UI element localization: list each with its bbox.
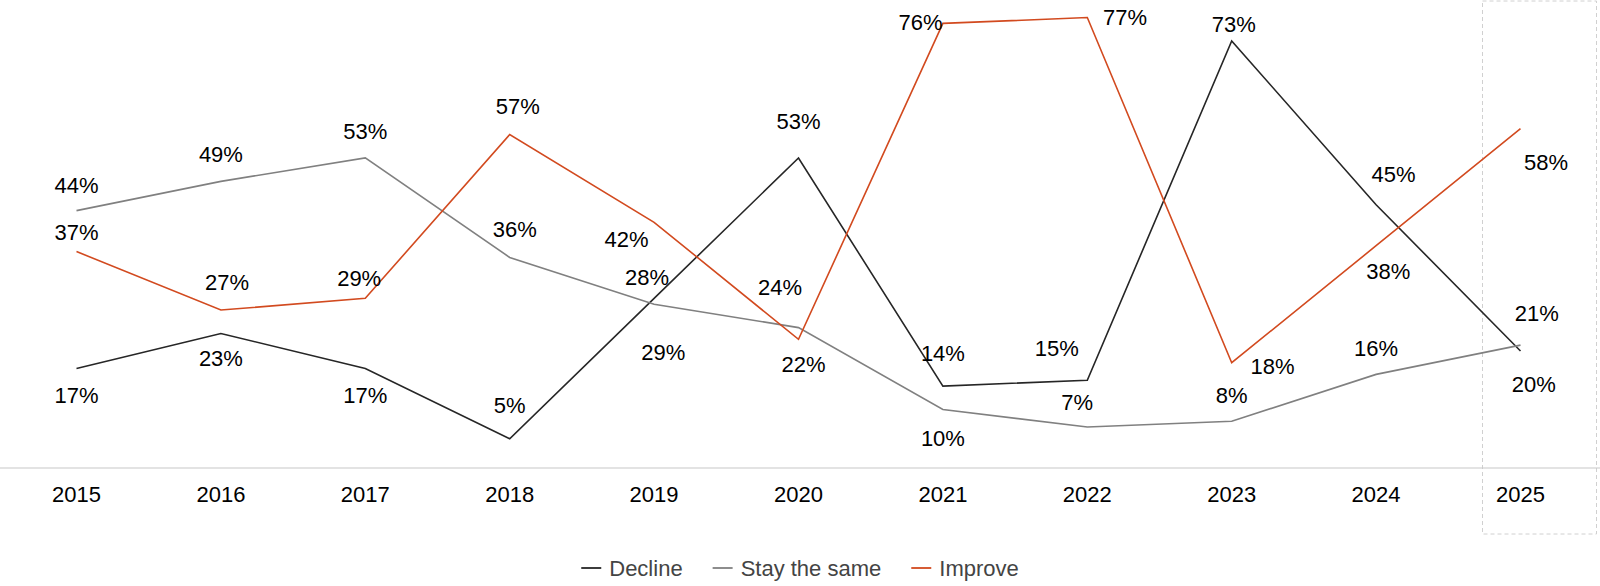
- x-tick-label: 2015: [52, 482, 101, 507]
- x-tick-label: 2024: [1352, 482, 1401, 507]
- legend-label: Decline: [609, 556, 682, 581]
- data-label: 29%: [641, 340, 685, 365]
- data-label: 29%: [337, 266, 381, 291]
- data-label: 21%: [1515, 301, 1559, 326]
- data-label: 44%: [54, 173, 98, 198]
- chart-svg: 2015 2016 2017 2018 2019 2020 2021 2022 2023 2024…: [0, 0, 1600, 586]
- data-label: 57%: [496, 94, 540, 119]
- x-tick-label: 2017: [341, 482, 390, 507]
- series-line: [77, 18, 1521, 363]
- x-tick-label: 2023: [1207, 482, 1256, 507]
- chart-container: 2015 2016 2017 2018 2019 2020 2021 2022 2023 2024…: [0, 0, 1600, 586]
- data-label: 8%: [1216, 383, 1248, 408]
- series-line: [77, 158, 1521, 427]
- data-label: 53%: [343, 119, 387, 144]
- legend-label: Stay the same: [741, 556, 882, 581]
- legend-label: Improve: [939, 556, 1018, 581]
- legend-swatch: [713, 567, 733, 569]
- series-line: [77, 41, 1521, 439]
- data-label: 38%: [1366, 259, 1410, 284]
- x-tick-label: 2020: [774, 482, 823, 507]
- highlight-box: [1483, 1, 1597, 534]
- data-label: 20%: [1512, 372, 1556, 397]
- data-label: 49%: [199, 142, 243, 167]
- legend-swatch: [911, 567, 931, 569]
- x-axis-line: [0, 467, 1600, 468]
- data-label: 17%: [54, 383, 98, 408]
- data-label: 76%: [898, 10, 942, 35]
- x-tick-label: 2021: [918, 482, 967, 507]
- data-label: 28%: [625, 265, 669, 290]
- data-label: 15%: [1035, 336, 1079, 361]
- legend: Decline Stay the same Improve: [581, 556, 1019, 581]
- data-label: 23%: [199, 346, 243, 371]
- data-label: 58%: [1524, 150, 1568, 175]
- x-tick-label: 2018: [485, 482, 534, 507]
- data-label: 5%: [494, 393, 526, 418]
- data-label: 14%: [921, 341, 965, 366]
- series-group: [77, 18, 1521, 439]
- data-label: 73%: [1212, 12, 1256, 37]
- data-label: 36%: [493, 217, 537, 242]
- x-tick-label: 2025: [1496, 482, 1545, 507]
- data-label: 42%: [605, 227, 649, 252]
- data-label: 22%: [782, 352, 826, 377]
- data-label: 24%: [758, 275, 802, 300]
- data-label: 27%: [205, 270, 249, 295]
- x-tick-label: 2019: [630, 482, 679, 507]
- data-label: 16%: [1354, 336, 1398, 361]
- data-label: 45%: [1371, 162, 1415, 187]
- data-label: 7%: [1061, 390, 1093, 415]
- data-label: 18%: [1250, 354, 1294, 379]
- data-label: 17%: [343, 383, 387, 408]
- data-label: 53%: [776, 109, 820, 134]
- legend-swatch: [581, 567, 601, 569]
- data-label: 37%: [54, 220, 98, 245]
- x-tick-label: 2022: [1063, 482, 1112, 507]
- data-label: 77%: [1103, 5, 1147, 30]
- x-tick-label: 2016: [196, 482, 245, 507]
- data-label: 10%: [921, 426, 965, 451]
